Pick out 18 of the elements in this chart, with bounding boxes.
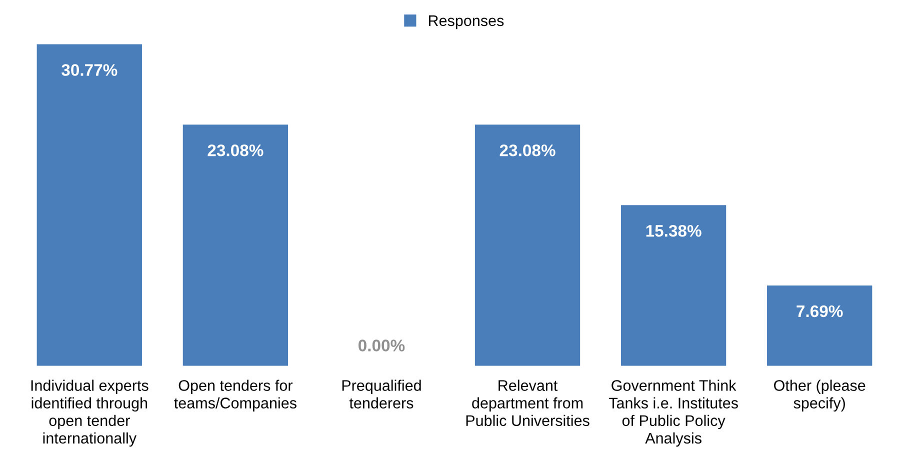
x-tick-label: Government Think Tanks i.e. Institutes of Public Policy Analysis bbox=[608, 380, 738, 447]
data-label: 23.08% bbox=[208, 144, 264, 156]
x-tick-label: Individual experts identified through open tender internationally bbox=[31, 380, 148, 447]
data-label: 30.77% bbox=[62, 64, 118, 76]
bar bbox=[36, 44, 142, 366]
data-label: 7.69% bbox=[796, 305, 843, 318]
bar bbox=[620, 205, 726, 366]
x-tick-label: Open tenders for teams/Companies bbox=[174, 380, 296, 412]
data-label: 0.00% bbox=[358, 340, 405, 352]
x-tick-label: Prequalified tenderers bbox=[342, 380, 421, 408]
legend-label: Responses bbox=[428, 15, 504, 30]
x-tick-label: Relevant department from Public Universities bbox=[466, 380, 590, 426]
data-label: 23.08% bbox=[500, 144, 556, 156]
bar bbox=[182, 124, 288, 366]
x-tick-label: Other (please specify) bbox=[774, 380, 866, 412]
bar bbox=[767, 285, 872, 366]
data-label: 15.38% bbox=[646, 224, 702, 237]
bar bbox=[474, 124, 580, 366]
